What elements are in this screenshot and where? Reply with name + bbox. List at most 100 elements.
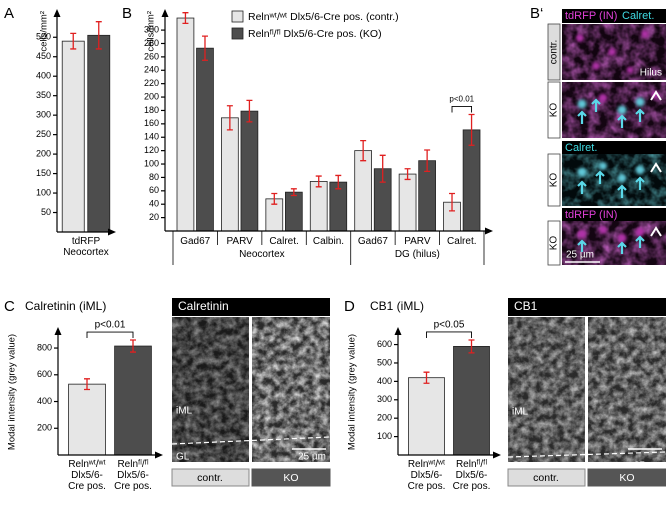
panel-label: B‘	[530, 5, 543, 22]
x-tick-label: Calret.	[269, 236, 299, 247]
group-label: Neocortex	[63, 247, 109, 258]
image-panel-d: CB1 iML GL 25 µm contr. KO	[507, 298, 666, 487]
error-bar	[70, 32, 77, 50]
x-tick-label: tdRFP	[71, 236, 101, 247]
error-bar	[449, 192, 456, 212]
error-bar	[130, 339, 136, 353]
y-axis-label: Modal intensity (grey value)	[7, 334, 18, 450]
bar	[408, 377, 445, 456]
micrograph-texture	[172, 317, 249, 462]
y-tick-label: 150	[36, 168, 51, 178]
bar	[87, 34, 111, 233]
x-tick-label: Calret.	[447, 236, 477, 247]
image-panel-c: Calretinin iML GL 25 µm contr. KO	[171, 298, 331, 487]
group-label: DG (hilus)	[394, 249, 440, 260]
condition-box	[587, 468, 666, 487]
error-bar	[424, 149, 431, 173]
condition-label: KO	[549, 103, 560, 118]
bar	[398, 173, 417, 232]
significance-bracket	[451, 106, 473, 113]
channel-header	[562, 141, 666, 154]
channel-label: tdRFP (IN)	[565, 209, 617, 221]
y-tick-label: 300	[36, 110, 51, 120]
x-tick-label: Calbin.	[312, 236, 345, 247]
bar	[114, 345, 152, 456]
layer-label: GL	[512, 461, 526, 472]
image-header	[508, 298, 666, 316]
y-tick-label: 100	[144, 158, 159, 168]
arrow	[577, 235, 645, 254]
error-bar	[290, 188, 297, 197]
condition-label: KO	[549, 236, 560, 251]
condition-label: contr.	[197, 472, 223, 484]
micrograph-texture	[562, 154, 666, 206]
bar	[196, 47, 214, 232]
x-axis-arrow	[108, 228, 116, 236]
condition-box	[507, 468, 586, 487]
y-tick-label: 800	[37, 342, 52, 352]
y-tick-label: 60	[149, 185, 159, 195]
y-tick-label: 200	[144, 91, 159, 101]
y-tick-label: 160	[144, 118, 159, 128]
bar	[354, 150, 372, 232]
x-tick-label: Relnᶠˡ/ᶠˡ Dlx5/6- Cre pos.	[114, 459, 152, 492]
significance-bracket	[426, 331, 472, 338]
panel-label: B	[122, 5, 132, 22]
y-tick-label: 180	[144, 105, 159, 115]
y-tick-label: 400	[37, 396, 52, 406]
x-axis-arrow	[493, 451, 501, 459]
y-tick-label: 100	[377, 431, 392, 441]
significance-label: p<0.01	[449, 95, 474, 104]
error-bar	[182, 12, 189, 25]
y-tick-label: 20	[149, 212, 159, 222]
error-bar	[84, 378, 90, 391]
significance-label: p<0.01	[95, 320, 126, 331]
image-title: Calretinin	[178, 299, 229, 313]
channel-label: Calret.	[565, 142, 597, 154]
micrograph-texture	[508, 317, 585, 462]
legend-swatch	[231, 27, 244, 40]
chart-title: Calretinin (iML)	[25, 299, 106, 313]
arrowhead	[650, 90, 662, 101]
bar	[309, 181, 328, 232]
y-tick-label: 280	[144, 38, 159, 48]
condition-label: KO	[283, 472, 298, 484]
y-tick-label: 500	[377, 357, 392, 367]
legend-label: Relnᶠˡ/ᶠˡ Dlx5/6-Cre pos. (KO)	[248, 28, 382, 40]
condition-label: KO	[619, 472, 634, 484]
y-axis-arrow	[53, 9, 61, 17]
bar	[285, 191, 303, 232]
error-bar	[468, 113, 475, 146]
channel-label: tdRFP (IN)	[565, 10, 617, 22]
significance-bracket	[86, 331, 134, 339]
channel-header	[562, 208, 666, 221]
y-tick-label: 200	[377, 413, 392, 423]
y-tick-label: 450	[36, 51, 51, 61]
error-bar	[226, 105, 233, 131]
layer-boundary	[507, 451, 666, 458]
error-bar	[271, 192, 278, 205]
bar	[61, 40, 85, 233]
x-tick-label: PARV	[404, 236, 431, 247]
y-axis-arrow	[54, 327, 62, 335]
bar	[176, 17, 195, 232]
image-panel-b: tdRFP (IN) Calret. Hilus contr. KO Calre…	[547, 9, 666, 266]
error-bar	[95, 21, 102, 50]
y-tick-label: 400	[36, 71, 51, 81]
image-title: CB1	[514, 299, 538, 313]
legend-label: Relnʷᵗ/ʷᵗ Dlx5/6-Cre pos. (contr.)	[248, 11, 399, 23]
y-tick-label: 600	[377, 339, 392, 349]
x-tick-label: PARV	[226, 236, 253, 247]
condition-box	[547, 81, 561, 139]
condition-box	[171, 468, 250, 487]
x-tick-label: Relnʷᵗ/ʷᵗ Dlx5/6- Cre pos.	[68, 459, 106, 492]
error-bar	[335, 174, 342, 190]
cells	[576, 30, 649, 74]
error-bar	[201, 35, 208, 61]
panel-label: A	[4, 5, 14, 22]
error-bar	[246, 99, 253, 123]
y-axis-label: cells/mm²	[39, 11, 50, 52]
bar	[240, 110, 259, 232]
